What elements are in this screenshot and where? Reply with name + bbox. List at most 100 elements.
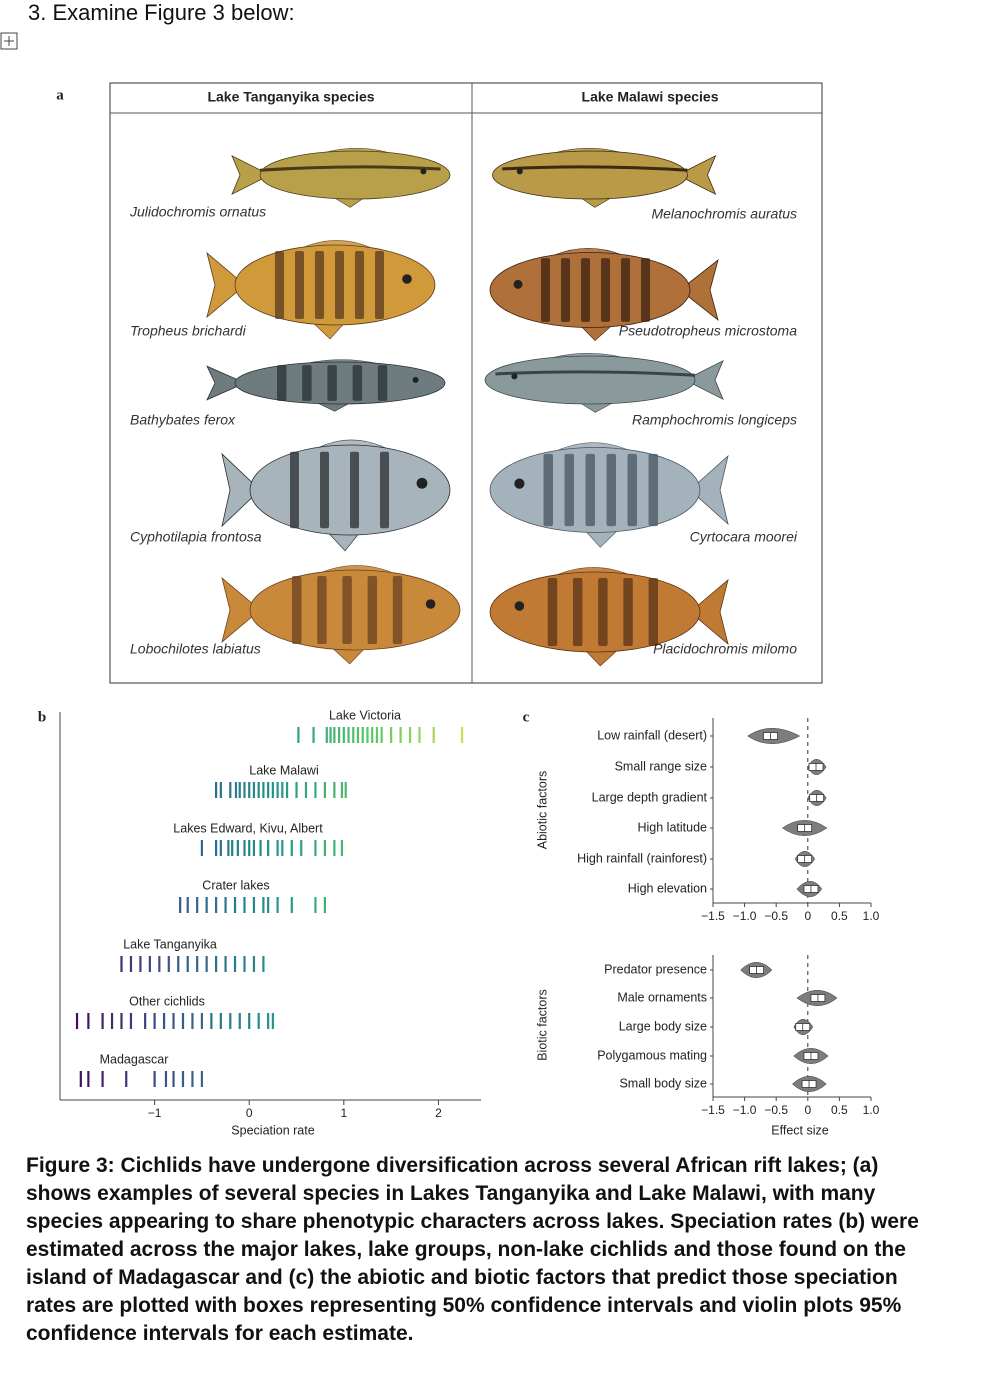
- x-tick-label: 2: [435, 1106, 442, 1120]
- fish-stripe: [352, 365, 363, 401]
- group-label: Biotic factors: [535, 989, 549, 1061]
- group-label: Madagascar: [100, 1052, 169, 1066]
- x-tick-label: −1.0: [733, 909, 757, 923]
- fish-stripe: [315, 251, 324, 319]
- fish-tail: [689, 578, 729, 646]
- fish-stripe: [275, 251, 284, 319]
- fish-stripe: [317, 576, 327, 644]
- group-label: Lake Malawi: [249, 763, 318, 777]
- fish-stripe: [392, 576, 403, 644]
- species-name: Lobochilotes labiatus: [130, 641, 261, 657]
- column-title: Lake Malawi species: [582, 89, 719, 105]
- fish-tail: [221, 452, 261, 528]
- fish-stripe: [292, 576, 302, 644]
- fish-illustration: [206, 240, 436, 340]
- fish-stripe: [585, 453, 595, 527]
- factor-label: Large body size: [619, 1019, 707, 1033]
- fish-illustration: [484, 353, 724, 413]
- fish-illustration: [489, 567, 729, 667]
- fish-stripe: [290, 451, 299, 529]
- panel-label: b: [38, 709, 46, 725]
- question: 3. Examine Figure 3 below:: [28, 0, 295, 25]
- fish-stripe: [355, 251, 364, 319]
- fish-illustration: [489, 248, 719, 342]
- fish-stripe: [541, 258, 550, 322]
- fish-body: [259, 150, 451, 200]
- fish-stripe: [302, 365, 312, 401]
- figure: 3. Examine Figure 3 below: a Lake Tangan…: [0, 0, 880, 1137]
- fish-stripe: [350, 451, 359, 529]
- x-tick-label: 1.0: [863, 1103, 880, 1117]
- fish-stripe: [572, 578, 583, 646]
- fish-tail: [689, 454, 729, 526]
- fish-tail: [684, 359, 724, 401]
- fish-eye: [513, 279, 523, 289]
- fish-body: [492, 150, 688, 200]
- fish-stripe: [623, 578, 633, 646]
- fish-stripe: [627, 453, 637, 527]
- group-label: Lake Tanganyika: [123, 937, 217, 951]
- x-tick-label: −0.5: [764, 1103, 788, 1117]
- factor-label: Large depth gradient: [592, 790, 708, 804]
- x-tick-label: −1.5: [701, 1103, 725, 1117]
- x-tick-label: 1.0: [863, 909, 880, 923]
- group-label: Other cichlids: [129, 994, 205, 1008]
- fish-stripe: [601, 258, 610, 322]
- group-label: Lakes Edward, Kivu, Albert: [173, 821, 323, 835]
- species-name: Pseudotropheus microstoma: [619, 323, 797, 339]
- factor-label: High rainfall (rainforest): [577, 851, 707, 865]
- fish-tail: [231, 154, 271, 196]
- fish-stripe: [547, 578, 558, 646]
- fish-eye: [412, 376, 419, 383]
- fish-stripe: [648, 453, 658, 527]
- species-name: Ramphochromis longiceps: [632, 412, 797, 428]
- fish-stripe: [648, 578, 658, 646]
- factor-label: High latitude: [638, 820, 708, 834]
- column-title: Lake Tanganyika species: [207, 89, 374, 105]
- species-name: Tropheus brichardi: [130, 323, 247, 339]
- species-name: Melanochromis auratus: [651, 206, 797, 222]
- factor-label: Predator presence: [604, 962, 707, 976]
- panel-label: a: [56, 87, 64, 103]
- fish-eye: [420, 168, 427, 175]
- fish-stripe: [342, 576, 352, 644]
- species-name: Bathybates ferox: [130, 412, 236, 428]
- factor-label: Polygamous mating: [597, 1048, 707, 1062]
- species-name: Julidochromis ornatus: [129, 204, 266, 220]
- x-tick-label: −1: [148, 1106, 162, 1120]
- fish-body: [489, 571, 701, 653]
- fish-illustration: [231, 148, 451, 208]
- panel-label: c: [523, 709, 530, 725]
- caption: Figure 3: Cichlids have undergone divers…: [26, 1154, 919, 1345]
- x-tick-label: 0.5: [831, 1103, 848, 1117]
- fish-stripe: [502, 165, 688, 172]
- fish-body: [249, 569, 461, 651]
- fish-tail: [676, 154, 717, 196]
- x-tick-label: 0: [246, 1106, 253, 1120]
- move-handle[interactable]: [0, 32, 18, 50]
- fish-stripe: [327, 365, 337, 401]
- fish-eye: [425, 599, 436, 609]
- factor-label: Small range size: [615, 759, 707, 773]
- factor-label: High elevation: [628, 881, 707, 895]
- fish-stripe: [320, 451, 329, 529]
- fish-stripe: [335, 251, 344, 319]
- x-tick-label: 0.5: [831, 909, 848, 923]
- fish-illustration: [489, 442, 729, 548]
- fish-body: [484, 355, 696, 405]
- fish-stripe: [259, 165, 441, 172]
- move-icon: [4, 36, 14, 46]
- fish-stripe: [277, 365, 287, 401]
- fish-illustration: [221, 565, 461, 665]
- fish-tail: [206, 365, 246, 401]
- x-axis-label: Effect size: [771, 1123, 828, 1137]
- factor-label: Low rainfall (desert): [597, 728, 707, 742]
- group-label: Crater lakes: [202, 878, 269, 892]
- x-axis-label: Speciation rate: [231, 1123, 314, 1137]
- fish-stripe: [561, 258, 570, 322]
- factor-label: Small body size: [619, 1076, 707, 1090]
- fish-eye: [516, 168, 523, 175]
- species-name: Placidochromis milomo: [653, 641, 797, 657]
- fish-eye: [514, 478, 525, 489]
